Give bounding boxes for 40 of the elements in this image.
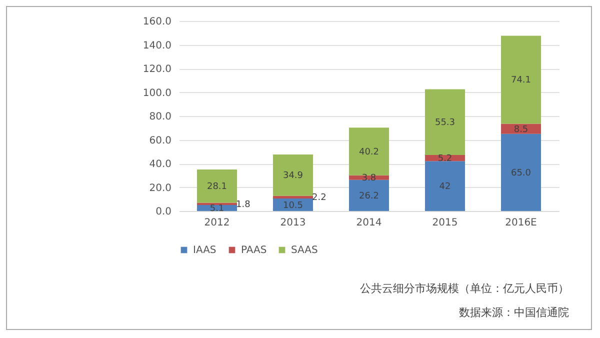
legend-label: PAAS [241,245,267,256]
data-label: 1.8 [236,200,251,210]
y-tick-label: 160.0 [142,16,172,28]
legend-label: SAAS [291,245,318,256]
bar [425,161,465,211]
source-note: 数据来源：中国信通院 [458,305,569,321]
y-tick-label: 120.0 [142,64,172,75]
data-label: 8.5 [514,124,528,135]
data-label: 40.2 [358,148,380,158]
legend-label: IAAS [193,245,216,256]
bar [501,134,541,211]
x-tick-label: 2012 [204,218,230,228]
bar [501,36,541,124]
y-tick-label: 140.0 [142,40,172,52]
bar [501,124,541,134]
y-tick-label: 40.0 [149,159,172,170]
bar [349,128,389,176]
bar [273,196,313,199]
x-tick-label: 2016E [505,218,537,228]
data-label: 74.1 [510,76,532,86]
y-tick-label: 20.0 [149,182,172,194]
bar [349,180,389,211]
data-label: 34.9 [282,171,304,182]
data-label: 28.1 [206,182,228,192]
y-tick-label: 80.0 [149,112,172,122]
bar [197,169,237,203]
bar [425,89,465,155]
y-tick-label: 0.0 [156,206,172,218]
x-tick-label: 2015 [432,218,458,228]
x-tick-label: 2013 [280,218,306,228]
y-tick-label: 60.0 [149,135,172,146]
y-tick-label: 100.0 [142,88,172,99]
bar [273,154,313,196]
data-label: 26.2 [358,191,380,202]
x-tick-label: 2014 [356,218,382,228]
data-label: 10.5 [282,200,304,211]
text: 公共云细分市场规模（单位：亿元人民币） [360,281,569,297]
data-label: 65.0 [510,168,532,178]
data-label: 55.3 [434,118,456,128]
data-label: 42 [439,182,451,192]
